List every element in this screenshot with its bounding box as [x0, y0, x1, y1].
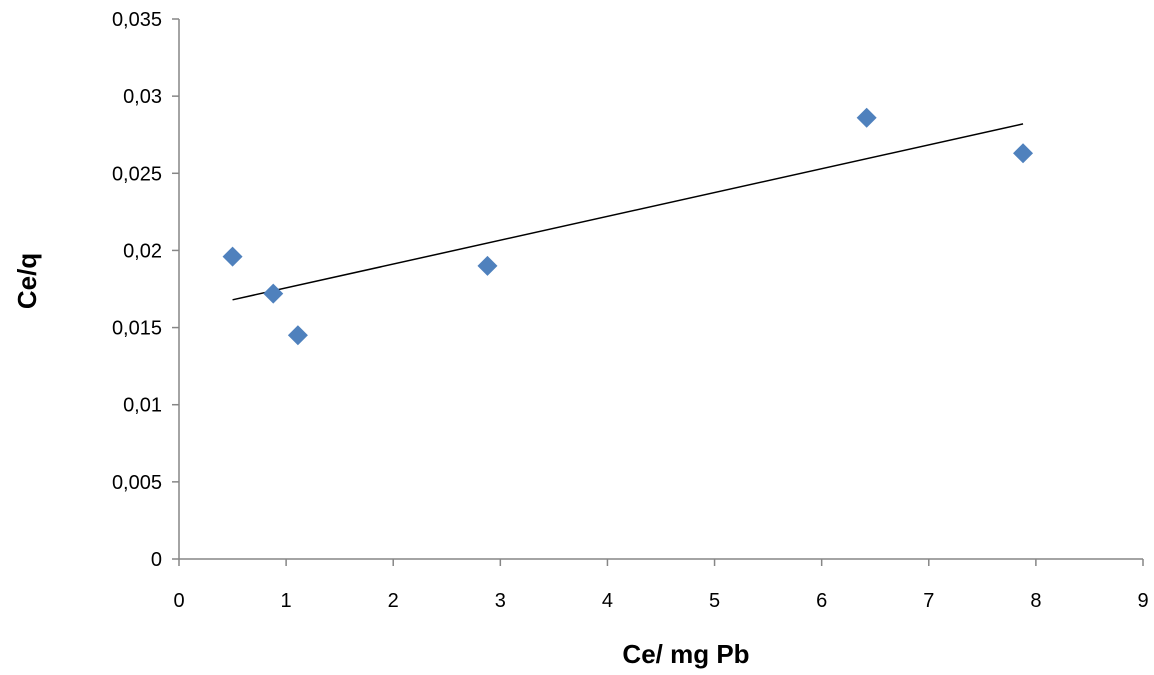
y-tick-label: 0,015 — [112, 318, 162, 340]
trendline — [232, 123, 1024, 301]
x-tick-label: 2 — [388, 590, 399, 612]
x-tick-label: 7 — [923, 590, 934, 612]
data-point — [856, 107, 877, 128]
y-tick-label: 0,035 — [112, 9, 162, 31]
data-point — [287, 325, 308, 346]
axes — [178, 19, 1143, 560]
x-tick-label: 5 — [709, 590, 720, 612]
x-tick-label: 3 — [495, 590, 506, 612]
y-ticks: 0 0,005 0,01 0,015 0,02 0,025 0,03 0,035 — [112, 9, 179, 571]
y-axis-title: Ce/q — [12, 253, 42, 309]
x-tick-label: 4 — [602, 590, 613, 612]
trendline-group — [232, 123, 1024, 301]
data-point — [263, 283, 284, 304]
data-point — [1013, 143, 1034, 164]
y-tick-label: 0,005 — [112, 472, 162, 494]
y-tick-label: 0,025 — [112, 163, 162, 185]
x-tick-label: 6 — [816, 590, 827, 612]
x-tick-label: 8 — [1030, 590, 1041, 612]
y-tick-label: 0,01 — [123, 395, 162, 417]
x-axis-title: Ce/ mg Pb — [622, 639, 749, 669]
x-ticks: 0 1 2 3 4 5 6 7 8 9 — [173, 559, 1149, 612]
data-points — [222, 107, 1034, 346]
y-tick-label: 0,02 — [123, 240, 162, 262]
data-point — [477, 255, 498, 276]
y-tick-label: 0 — [151, 549, 162, 571]
x-tick-label: 9 — [1137, 590, 1148, 612]
y-tick-label: 0,03 — [123, 86, 162, 108]
x-tick-label: 0 — [173, 590, 184, 612]
x-tick-label: 1 — [281, 590, 292, 612]
data-point — [222, 246, 243, 267]
